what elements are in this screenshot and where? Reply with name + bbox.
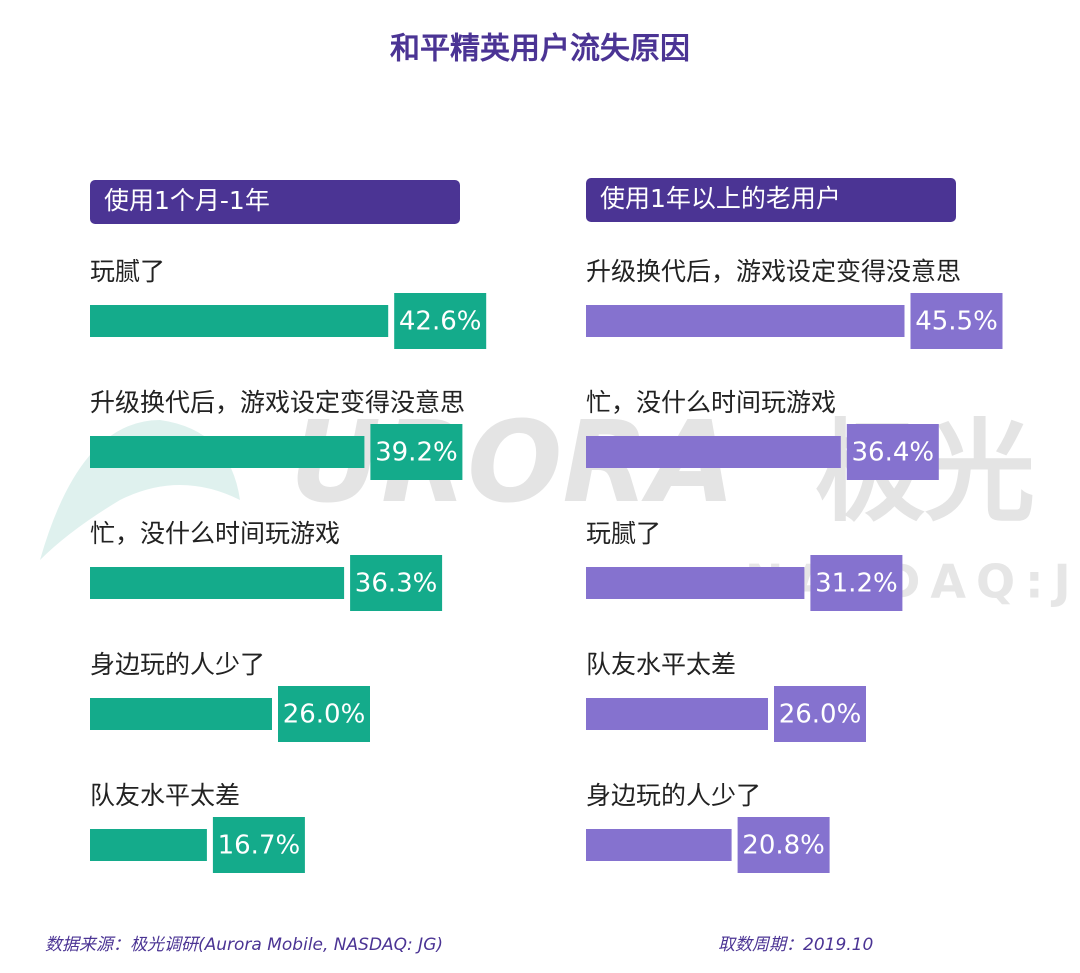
category-label: 升级换代后，游戏设定变得没意思 [90,388,465,417]
category-label: 身边玩的人少了 [90,650,265,679]
bar [586,305,905,337]
value-label-box [394,293,487,349]
value-label-box [278,686,370,742]
period: 取数周期：2019.10 [718,935,873,955]
category-label: 忙，没什么时间玩游戏 [586,388,836,417]
value-label-box [846,424,939,480]
category-label: 身边玩的人少了 [586,781,761,810]
bar [586,436,841,468]
source: 数据来源：极光调研(Aurora Mobile, NASDAQ: JG) [45,935,443,955]
bar [586,698,768,730]
bar [586,829,732,861]
value-label: 31.2% [815,569,898,599]
value-label-box [910,293,1003,349]
value-label: 20.8% [742,831,825,861]
value-label: 42.6% [399,307,482,337]
panel-header [90,180,460,224]
panel-header [586,178,956,222]
bar [90,829,207,861]
bar [586,567,805,599]
bar [90,567,345,599]
bar [90,436,365,468]
value-label: 39.2% [375,438,458,468]
value-label: 16.7% [218,831,301,861]
category-label: 玩腻了 [586,519,661,548]
category-label: 升级换代后，游戏设定变得没意思 [586,257,961,286]
value-label-box [810,555,903,611]
value-label: 26.0% [779,700,862,730]
value-label-box [737,817,830,873]
value-label-box [774,686,866,742]
panel-title: 使用1个月-1年 [104,186,270,215]
value-label: 36.4% [851,438,934,468]
category-label: 队友水平太差 [586,650,736,679]
category-label: 忙，没什么时间玩游戏 [90,519,340,548]
category-label: 队友水平太差 [90,781,240,810]
bar [90,698,272,730]
value-label: 36.3% [355,569,438,599]
page-title: 和平精英用户流失原因 [390,32,690,67]
category-label: 玩腻了 [90,257,165,286]
value-label: 26.0% [283,700,366,730]
value-label-box [370,424,463,480]
bar [90,305,389,337]
value-label-box [350,555,443,611]
panel-title: 使用1年以上的老用户 [600,184,841,213]
value-label: 45.5% [915,307,998,337]
value-label-box [212,817,305,873]
